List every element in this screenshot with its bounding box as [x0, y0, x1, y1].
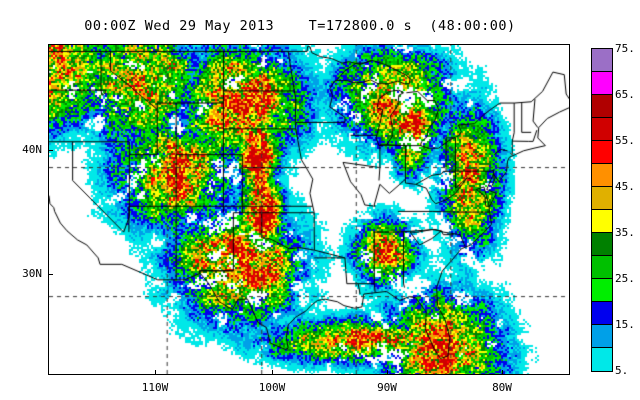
y-axis-tick-30N: [48, 274, 53, 275]
colorbar-band-15-20: [592, 302, 612, 325]
colorbar-band-65-70: [592, 72, 612, 95]
colorbar-tick-75: 75.: [615, 42, 635, 55]
colorbar-band-55-60: [592, 118, 612, 141]
colorbar-tick-35: 35.: [615, 226, 635, 239]
y-axis-tick-label-40N: 40N: [22, 143, 42, 156]
colorbar: [591, 48, 613, 372]
colorbar-band-10-15: [592, 325, 612, 348]
figure-title: 00:00Z Wed 29 May 2013 T=172800.0 s (48:…: [84, 18, 516, 34]
colorbar-band-25-30: [592, 256, 612, 279]
y-axis-tick-40N: [48, 150, 53, 151]
colorbar-band-35-40: [592, 210, 612, 233]
colorbar-band-45-50: [592, 164, 612, 187]
colorbar-tick-5: 5.: [615, 364, 629, 377]
colorbar-band-5-10: [592, 348, 612, 371]
y-axis-tick-label-30N: 30N: [22, 267, 42, 280]
colorbar-tick-25: 25.: [615, 272, 635, 285]
colorbar-tick-45: 45.: [615, 180, 635, 193]
x-axis-tick-label-110W: 110W: [141, 381, 169, 394]
colorbar-band-30-35: [592, 233, 612, 256]
x-axis-tick-110W: [155, 370, 156, 375]
colorbar-tick-55: 55.: [615, 134, 635, 147]
map-plot-area: [48, 44, 570, 375]
x-axis-tick-90W: [387, 370, 388, 375]
colorbar-tick-labels: 75. 65. 55. 45. 35. 25. 15. 5.: [615, 40, 640, 380]
x-axis-tick-100W: [272, 370, 273, 375]
colorbar-tick-65: 65.: [615, 88, 635, 101]
reflectivity-map-canvas: [49, 45, 569, 374]
colorbar-band-40-45: [592, 187, 612, 210]
x-axis-tick-80W: [502, 370, 503, 375]
colorbar-band-50-55: [592, 141, 612, 164]
colorbar-tick-15: 15.: [615, 318, 635, 331]
colorbar-band-20-25: [592, 279, 612, 302]
x-axis-tick-label-80W: 80W: [492, 381, 512, 394]
x-axis-tick-label-100W: 100W: [258, 381, 286, 394]
colorbar-band-70-75: [592, 49, 612, 72]
colorbar-band-60-65: [592, 95, 612, 118]
x-axis-tick-label-90W: 90W: [377, 381, 397, 394]
